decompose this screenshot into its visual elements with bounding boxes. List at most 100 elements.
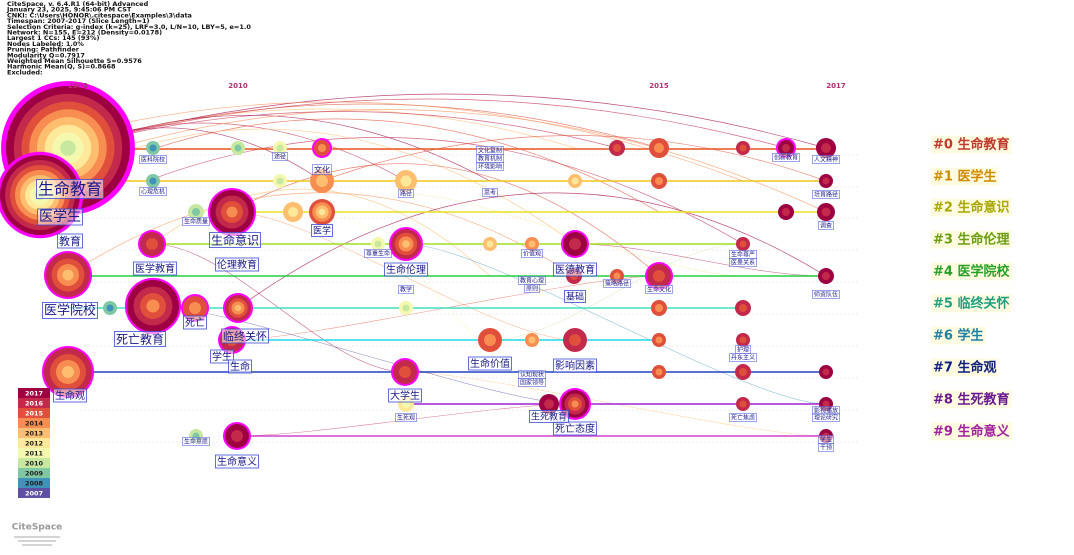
cluster-label: #1 医学生 — [933, 169, 996, 185]
node-label-box — [521, 249, 543, 258]
node-label: 生命文化 — [647, 286, 671, 294]
node-label-box — [182, 437, 210, 446]
legend-year: 2013 — [25, 430, 43, 438]
node-label-box — [553, 262, 597, 277]
legend-swatch — [18, 418, 50, 428]
node-label: 教育 — [59, 234, 81, 248]
info-line: Modularity Q=0.7917 — [7, 51, 85, 59]
cluster-label-bg — [931, 326, 986, 345]
node-label: 学生 — [820, 436, 832, 444]
node-ring — [655, 368, 663, 376]
legend-swatch — [18, 398, 50, 408]
node-ring — [149, 144, 157, 152]
legend-swatch — [18, 448, 50, 458]
node-label-box — [395, 413, 417, 422]
node-label: 培育路径 — [814, 191, 838, 199]
node-label-box — [139, 187, 167, 196]
info-line: CiteSpace, v. 6.4.R1 (64-bit) Advanced — [7, 0, 149, 8]
cluster-label: #5 临终关怀 — [933, 296, 1009, 312]
node-label: 医学教育 — [135, 262, 175, 275]
node-label: 途径 — [274, 153, 286, 161]
node-label: 医患关系 — [731, 259, 755, 267]
node-ring — [739, 144, 747, 152]
node-label: 死亡教育 — [116, 332, 164, 347]
node-label: 文化 — [314, 165, 330, 175]
node-label-box — [114, 331, 166, 347]
info-line: Largest 1 CCs: 145 (93%) — [7, 34, 99, 42]
node-label-box — [210, 349, 234, 364]
node-label: 生命质量 — [184, 218, 208, 226]
info-line: Nodes Labeled: 1.0% — [7, 40, 84, 48]
node-label-box — [228, 359, 252, 374]
legend-year: 2015 — [25, 410, 44, 418]
info-line: Harmonic Mean(Q, S)=0.8668 — [7, 63, 116, 71]
legend-swatch — [18, 438, 50, 448]
node-label-box — [553, 358, 597, 373]
info-line: Weighted Mean Silhouette S=0.9576 — [7, 57, 142, 65]
node-ring — [276, 144, 284, 152]
node-ring — [613, 144, 621, 152]
node-ring — [739, 368, 747, 376]
node-label: 理论研究 — [814, 414, 838, 422]
node-label-box — [384, 262, 428, 277]
cluster-label-bg — [931, 262, 1013, 281]
edge-link — [574, 243, 827, 277]
node-label: 护理 — [737, 346, 749, 354]
cluster-label-bg — [931, 422, 1013, 441]
node-label: 医学 — [313, 225, 331, 237]
node-label-box — [183, 315, 207, 330]
cluster-line-layer — [68, 148, 860, 443]
cluster-label: #0 生命教育 — [933, 137, 1009, 153]
cluster-label: #3 生命伦理 — [933, 232, 1009, 248]
info-line: Selection Criteria: g-index (k=25), LRF=… — [7, 23, 251, 31]
cluster-label-bg — [931, 358, 999, 377]
year-label: 2010 — [228, 82, 248, 90]
node-label-box — [772, 153, 800, 162]
node-label-box — [312, 164, 332, 175]
node-label-box — [818, 221, 834, 230]
node-label: 丹东主义 — [731, 354, 755, 362]
edge-link — [405, 243, 827, 405]
node-ring — [739, 240, 747, 248]
node-label-box — [388, 388, 422, 403]
node-ring — [192, 208, 200, 216]
node-label: 生命尊严 — [731, 251, 755, 259]
node-ring — [528, 240, 536, 248]
node-label: 国家领导 — [520, 379, 544, 387]
legend-swatch — [18, 478, 50, 488]
node-label-box — [398, 285, 414, 294]
node-ring — [106, 304, 114, 312]
node-ring — [226, 206, 238, 218]
cluster-label-bg — [931, 167, 999, 186]
node-label: 临终关怀 — [223, 329, 267, 343]
legend-swatch — [18, 428, 50, 438]
node-label-box — [812, 155, 840, 164]
node-label: 干预 — [820, 444, 832, 452]
cluster-label: #9 生命意义 — [933, 424, 1010, 440]
node-label: 生命意愿 — [184, 438, 208, 446]
legend-swatch — [18, 388, 50, 398]
node-ring — [149, 177, 157, 185]
node-label-box — [564, 290, 586, 303]
node-label: 死亡 — [185, 316, 205, 329]
node-label: 调查 — [820, 222, 832, 230]
cluster-label-bg — [931, 230, 1012, 249]
node-label: 人文精神 — [814, 156, 838, 164]
node-ring — [655, 177, 663, 185]
node-label: 伦理教育 — [217, 258, 257, 271]
node-label: 生命价值 — [470, 357, 510, 370]
node-label: 死亡态度 — [555, 422, 595, 435]
info-line: Pruning: Pathfinder — [7, 46, 80, 54]
node-label-box — [818, 443, 834, 452]
node-label: 文化复制 — [478, 147, 502, 155]
node-label: 医学院校 — [44, 303, 96, 319]
cluster-label: #2 生命意识 — [933, 200, 1009, 216]
node-label-box — [209, 232, 261, 248]
edge-arc — [109, 109, 827, 213]
overlay-layer: 2017 2016 2015 2014 2013 2012 2011 2010 2009 2008… — [12, 388, 62, 533]
node-ring — [234, 304, 242, 312]
cluster-label: #7 生命观 — [933, 360, 996, 376]
node-ring — [318, 144, 326, 152]
node-ring — [544, 399, 554, 409]
node-label: 影响因素 — [555, 359, 595, 372]
